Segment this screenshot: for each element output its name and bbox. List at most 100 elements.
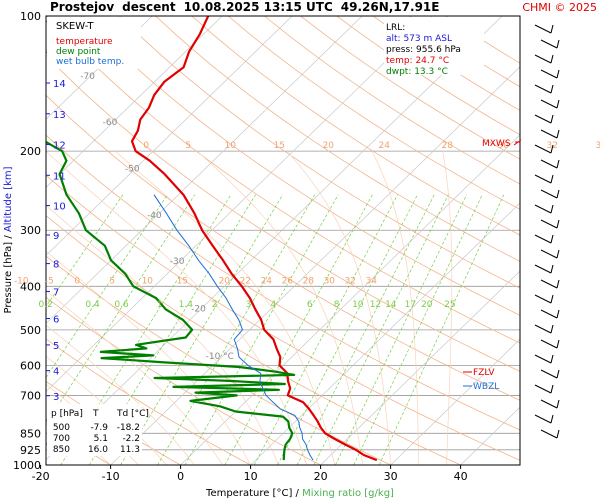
wind-barb-flag: [550, 204, 554, 214]
dry-adiabat: [191, 16, 520, 236]
wind-barb: [540, 399, 558, 409]
x-axis-label: Temperature [°C] / Mixing ratio [g/kg]: [205, 488, 394, 499]
x-tick-label: -20: [32, 470, 50, 483]
header-title: Prostejov descent 10.08.2025 13:15 UTC 49.2…: [50, 0, 439, 14]
legend-dewpoint: dew point: [56, 47, 101, 57]
lrl-alt: alt: 573 m ASL: [386, 34, 452, 44]
series-dew-pointline: [46, 140, 296, 461]
wind-barb-flag: [556, 249, 560, 259]
series-wet-bulb-temp-line: [153, 194, 314, 461]
wind-barb: [540, 249, 558, 259]
x-tick-label: 30: [384, 470, 398, 483]
lrl-dwpt: dwpt: 13.3 °C: [386, 67, 448, 77]
theta-label: 20: [219, 276, 231, 286]
altitude-tick-label: 13: [53, 110, 66, 121]
wind-barb-flag: [550, 84, 554, 94]
summary-row-td: -18.2: [117, 423, 140, 433]
wind-barb-flag: [550, 24, 554, 34]
wind-barb: [540, 369, 558, 379]
pressure-tick-label: 700: [20, 389, 41, 402]
wind-barb: [540, 339, 558, 349]
summary-row-t: 5.1: [94, 434, 108, 444]
altitude-tick-label: 6: [53, 315, 59, 326]
mixing-ratio-line: [46, 194, 168, 379]
mixing-ratio-label: 25: [444, 300, 455, 310]
wind-barb: [540, 69, 558, 79]
dry-adiabat: [46, 16, 520, 344]
plot-frame: [45, 15, 521, 466]
summary-row-td: 11.3: [120, 445, 140, 455]
isotherm-label: -20: [191, 304, 206, 314]
dry-adiabat: [372, 16, 520, 111]
altitude-tick-label: 9: [53, 231, 59, 242]
isotherm-label: -30: [170, 257, 185, 267]
wind-barb-flag: [556, 309, 560, 319]
wind-barb-flag: [550, 114, 554, 124]
wind-barb: [534, 384, 552, 394]
legend-wetbulb: wet bulb temp.: [56, 57, 124, 67]
dry-adiabat: [119, 16, 520, 289]
wind-barb: [534, 84, 552, 94]
wind-barb-flag: [556, 219, 560, 229]
theta-label: 22: [240, 276, 251, 286]
wind-barb: [540, 189, 558, 199]
theta-label: 30: [324, 276, 336, 286]
dry-adiabat: [46, 338, 251, 465]
wind-barb-flag: [550, 144, 554, 154]
dry-adiabat: [445, 16, 520, 64]
wind-barb: [540, 99, 558, 109]
theta-label: 15: [177, 276, 188, 286]
theta-label: -10: [14, 276, 29, 286]
mixing-ratio-line: [335, 194, 468, 465]
mixing-ratio-label: 20: [421, 300, 433, 310]
mixing-ratio-line: [277, 194, 418, 465]
isotherm: [46, 16, 433, 393]
legend-temperature: temperature: [56, 37, 113, 47]
isotherm: [46, 16, 503, 461]
x-tick-label: 10: [244, 470, 258, 483]
pressure-tick-label: 400: [20, 280, 41, 293]
isotherm: [46, 16, 153, 120]
moist-adiabat: [442, 151, 453, 465]
lrl-title: LRL:: [386, 23, 405, 33]
theta-label: 28: [303, 276, 315, 286]
moist-adiabat: [46, 150, 307, 465]
summary-header-t: T: [92, 409, 99, 419]
wind-barb: [534, 174, 552, 184]
wind-barb: [534, 24, 552, 34]
theta-label: 26: [282, 276, 294, 286]
isotherm-label: -60: [103, 118, 118, 128]
dry-adiabat: [46, 134, 520, 431]
summary-row-t: -7.9: [90, 423, 108, 433]
wind-barb: [534, 54, 552, 64]
dry-adiabat: [227, 16, 520, 210]
mixing-ratio-label: 12: [370, 300, 381, 310]
wind-barb: [534, 354, 552, 364]
isotherm: [110, 66, 520, 465]
isotherm: [46, 16, 363, 325]
wind-barb: [534, 144, 552, 154]
wind-barb: [540, 159, 558, 169]
dry-adiabat: [409, 16, 520, 88]
profile-lines: [46, 16, 378, 462]
altitude-tick-label: 3: [53, 392, 59, 403]
y-axis-label: Pressure [hPa] / Altitude [km]: [3, 166, 14, 313]
summary-row-p: 700: [53, 434, 70, 444]
theta-label: 28: [441, 141, 453, 151]
mixing-ratio-label: 0.4: [85, 300, 100, 310]
legend-title: SKEW-T: [56, 21, 94, 32]
summary-row-td: -2.2: [122, 434, 140, 444]
theta-label: 34: [595, 141, 600, 151]
isotherm: [250, 202, 520, 465]
theta-label: 10: [142, 276, 154, 286]
wind-barb-flag: [556, 129, 560, 139]
wind-barb: [534, 204, 552, 214]
wind-barb-flag: [556, 339, 560, 349]
dry-adiabat: [46, 54, 520, 372]
mixing-ratio-label: 14: [385, 300, 397, 310]
pressure-tick-label: 1000: [13, 459, 41, 472]
dry-adiabat: [46, 94, 520, 401]
theta-label: 30: [497, 141, 509, 151]
mixing-ratio-label: 2: [212, 300, 218, 310]
theta-label: 5: [185, 141, 191, 151]
